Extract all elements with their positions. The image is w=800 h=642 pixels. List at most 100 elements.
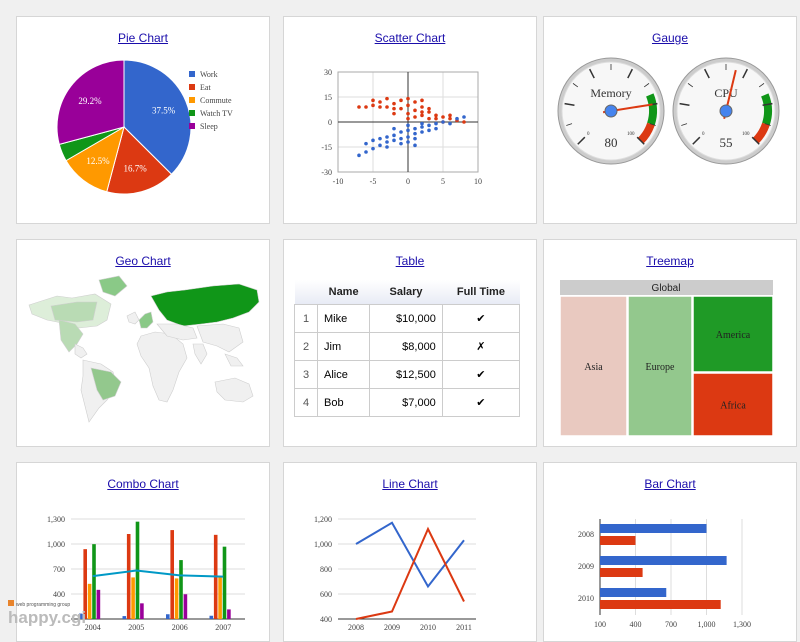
country-shape: [126, 311, 140, 325]
x-tick-label: 100: [594, 620, 606, 629]
scatter-point: [357, 153, 361, 158]
logo-watermark: web programming group happy.cgi: [8, 600, 86, 626]
table-row[interactable]: 1 Mike $10,000 ✔: [294, 304, 521, 333]
legend-swatch: [189, 110, 195, 116]
combo-chart-title[interactable]: Combo Chart: [107, 477, 179, 491]
country-shape: [50, 301, 98, 323]
pie-slice-label: 16.7%: [124, 163, 148, 173]
gauge-tick: [564, 102, 575, 106]
scatter-point: [357, 105, 361, 109]
cell-salary: $10,000: [369, 304, 443, 333]
legend-label: Commute: [200, 96, 232, 105]
scatter-point: [364, 141, 368, 146]
scatter-point: [420, 113, 424, 118]
line-chart-title[interactable]: Line Chart: [382, 477, 438, 491]
cell-name: Bob: [316, 388, 371, 417]
scatter-point: [399, 141, 403, 146]
scatter-point: [378, 136, 382, 141]
table-header-salary[interactable]: Salary: [369, 280, 443, 305]
scatter-point: [371, 138, 375, 143]
combo-bar: [79, 613, 83, 619]
treemap-title[interactable]: Treemap: [646, 254, 694, 268]
pie-chart: 37.5% 16.7% 12.5% 29.2% Work Eat Commute Watch …: [56, 59, 233, 195]
gauge-chart: Memory 80 0 100 CPU 55 0 100: [557, 57, 780, 165]
country-shape: [98, 275, 128, 297]
y-tick-label: 2010: [578, 594, 594, 603]
scatter-point: [406, 128, 410, 133]
scatter-point: [420, 121, 424, 126]
gauge-tick: [566, 123, 573, 126]
scatter-point: [427, 128, 431, 133]
y-tick-label: 400: [53, 590, 65, 599]
combo-bar: [179, 560, 183, 619]
scatter-point: [413, 108, 417, 113]
country-shape: [136, 331, 188, 403]
gauge-title[interactable]: Gauge: [651, 31, 689, 45]
bar-chart-title[interactable]: Bar Chart: [644, 477, 696, 491]
x-tick-label: 2005: [128, 623, 144, 632]
bar: [600, 536, 636, 545]
country-shape: [58, 319, 84, 353]
combo-bar: [87, 583, 92, 619]
scatter-point: [448, 113, 452, 118]
x-tick-label: 1,300: [733, 620, 751, 629]
scatter-chart-card: Scatter Chart 30 15 0 -15 -30 -10 -5 0 5 10: [283, 16, 537, 224]
scatter-point: [413, 136, 417, 141]
cell-fulltime: ✔: [441, 360, 521, 389]
table-header-fulltime[interactable]: Full Time: [442, 280, 520, 305]
scatter-point: [399, 106, 403, 111]
scatter-chart-title[interactable]: Scatter Chart: [374, 31, 446, 45]
row-index: 2: [294, 332, 318, 361]
table-row[interactable]: 4 Bob $7,000 ✔: [294, 388, 521, 417]
table-row[interactable]: 3 Alice $12,500 ✔: [294, 360, 521, 389]
table-row[interactable]: 2 Jim $8,000 ✗: [294, 332, 521, 361]
scatter-point: [371, 98, 375, 103]
scatter-point: [399, 130, 403, 134]
x-tick-label: 400: [630, 620, 642, 629]
combo-bar: [174, 578, 179, 619]
gauge-tick: [703, 68, 710, 79]
cell-fulltime: ✔: [441, 388, 521, 417]
gauge-tick: [588, 68, 595, 79]
combo-chart: 1,300 1,000 700 400 2004 2005 2006 2007: [47, 515, 245, 632]
x-tick-label: 10: [474, 177, 482, 186]
gauge-tick: [643, 83, 650, 88]
svg-text:web programming group: web programming group: [16, 602, 70, 608]
pie-chart-title[interactable]: Pie Chart: [117, 31, 169, 45]
country-shape: [224, 353, 244, 367]
scatter-point: [420, 105, 424, 109]
pie-slice-label: 37.5%: [152, 106, 176, 116]
combo-bar: [126, 534, 131, 619]
y-tick-label: 1,200: [314, 515, 332, 524]
scatter-point: [434, 116, 438, 121]
x-tick-label: 2009: [384, 623, 400, 632]
y-tick-label: 1,000: [47, 540, 65, 549]
treemap-card: Treemap Global Asia Europe America Africa: [543, 239, 797, 447]
x-tick-label: 0: [406, 177, 410, 186]
scatter-point: [413, 115, 417, 119]
scatter-point: [427, 116, 431, 121]
scatter-point: [413, 100, 417, 104]
cell-fulltime: ✔: [441, 304, 521, 333]
scatter-point: [427, 110, 431, 114]
x-tick-label: 1,000: [698, 620, 716, 629]
legend-label: Sleep: [200, 122, 218, 131]
scatter-point: [420, 98, 424, 103]
y-tick-label: 2008: [578, 530, 594, 539]
country-shape: [214, 377, 254, 403]
y-tick-label: 30: [324, 68, 332, 77]
scatter-point: [413, 126, 417, 131]
table-header-name[interactable]: Name: [317, 280, 370, 305]
x-tick-label: 700: [665, 620, 677, 629]
geo-chart-title[interactable]: Geo Chart: [115, 254, 171, 268]
treemap-node: [627, 295, 693, 437]
combo-bar: [218, 576, 222, 619]
treemap-root-header: [560, 280, 773, 295]
scatter-point: [406, 111, 410, 116]
bar-chart-card: Bar Chart 100 400 700 1,000 1,300 2008 2009 201…: [543, 462, 797, 642]
y-tick-label: 1,000: [314, 540, 332, 549]
scatter-point: [462, 115, 466, 119]
table-title[interactable]: Table: [395, 254, 425, 268]
treemap-node-label: Africa: [720, 401, 746, 412]
combo-bar: [131, 577, 135, 619]
